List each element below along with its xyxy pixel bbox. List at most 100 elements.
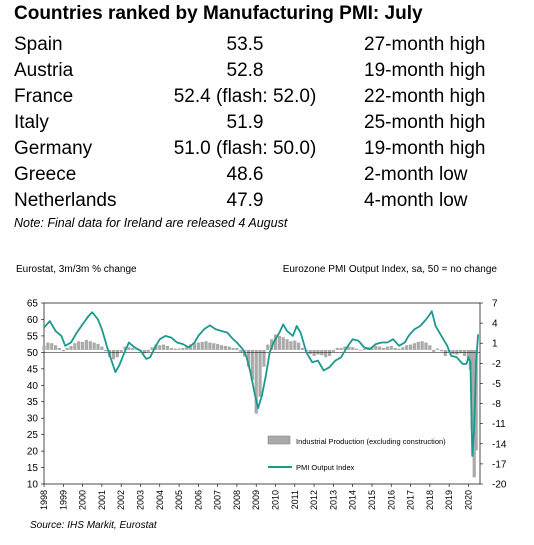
country-name: France: [14, 86, 74, 107]
data-bar: [177, 348, 181, 350]
country-name: Netherlands: [14, 190, 117, 211]
data-bar: [46, 342, 50, 350]
plot-frame: [43, 302, 481, 485]
data-bar: [289, 341, 293, 350]
data-bar: [343, 346, 347, 350]
x-tick-label: 2016: [386, 490, 396, 510]
country-name: Austria: [14, 60, 74, 81]
data-bar: [451, 349, 455, 354]
source-note: Source: IHS Markit, Eurostat: [30, 520, 157, 531]
y2-tick-label: -17: [492, 459, 507, 470]
right-axis-label: Eurozone PMI Output Index, sa, 50 = no c…: [283, 264, 498, 275]
y2-tick-label: 4: [492, 319, 498, 330]
y-tick-label: 55: [27, 331, 39, 342]
x-tick-label: 2007: [213, 490, 223, 510]
data-bar: [385, 346, 389, 350]
data-bar: [135, 349, 139, 350]
data-bar: [84, 339, 89, 350]
x-tick-label: 2012: [309, 490, 319, 510]
chart-legend: Industrial Production (excluding constru…: [267, 435, 446, 472]
pmi-line: [43, 310, 479, 457]
x-tick-label: 2009: [251, 490, 261, 510]
pmi-value: 52.8: [226, 60, 264, 81]
data-bar: [393, 347, 397, 350]
data-bar: [65, 347, 69, 350]
data-bar: [293, 340, 297, 350]
data-bar: [200, 341, 204, 350]
data-bar: [73, 343, 77, 350]
data-bar: [208, 342, 212, 350]
x-tick-label: 2005: [174, 490, 184, 510]
data-bar: [53, 345, 58, 350]
x-tick-label: 1998: [39, 490, 49, 510]
data-bar: [119, 349, 123, 352]
data-bar: [142, 349, 146, 354]
pmi-value: 53.5: [226, 34, 264, 55]
pmi-status: 2-month low: [364, 164, 468, 185]
data-bar: [212, 343, 216, 350]
data-bar: [308, 349, 312, 354]
data-bar: [123, 346, 127, 350]
data-bar: [389, 345, 393, 350]
data-bar: [92, 342, 96, 350]
table-row: Spain 53.5 27-month high: [0, 34, 534, 60]
x-tick-label: 2017: [406, 490, 416, 510]
data-bar: [77, 341, 81, 350]
data-bar: [412, 343, 417, 350]
data-bar: [100, 346, 104, 350]
data-bar: [235, 347, 239, 350]
data-bar: [435, 348, 440, 350]
x-tick-label: 2010: [271, 490, 281, 510]
data-bar: [189, 344, 193, 350]
data-bar: [339, 347, 343, 350]
data-bar: [104, 349, 108, 352]
x-tick-label: 2006: [193, 490, 203, 510]
y-tick-label: 40: [27, 381, 39, 392]
data-bar: [227, 346, 231, 350]
data-bar: [219, 345, 224, 350]
data-bar: [158, 345, 162, 350]
pmi-value: 48.6: [226, 164, 264, 185]
data-bar: [347, 346, 351, 350]
left-axis-label: Eurostat, 3m/3m % change: [16, 264, 137, 275]
data-bar: [362, 348, 366, 350]
data-bar: [127, 347, 131, 350]
data-bar: [351, 347, 355, 350]
pmi-value: 51.9: [226, 112, 264, 133]
table-row: Greece 48.6 2-month low: [0, 164, 534, 190]
data-bar: [111, 349, 116, 360]
x-tick-label: 2015: [367, 490, 377, 510]
pmi-status: 25-month high: [364, 112, 486, 133]
y2-tick-label: -11: [492, 419, 506, 430]
y-tick-label: 15: [27, 463, 39, 474]
data-bar: [277, 335, 281, 350]
x-tick-label: 2014: [348, 490, 358, 510]
data-bar: [474, 349, 478, 451]
data-bar: [150, 347, 154, 350]
table-row: Netherlands 47.9 4-month low: [0, 190, 534, 216]
data-bar: [331, 349, 335, 352]
table-row: Italy 51.9 25-month high: [0, 112, 534, 138]
y-tick-label: 50: [27, 348, 39, 359]
data-bar: [69, 345, 73, 350]
data-bar: [470, 349, 474, 431]
y-tick-label: 20: [27, 447, 39, 458]
page-title: Countries ranked by Manufacturing PMI: J…: [14, 3, 423, 24]
data-bar: [173, 348, 177, 350]
data-bar: [146, 349, 150, 352]
data-bar: [258, 349, 262, 397]
data-bar: [420, 341, 424, 350]
data-bar: [231, 347, 235, 350]
pmi-value: 47.9: [226, 190, 264, 211]
x-tick-label: 2002: [116, 490, 126, 510]
data-bar: [96, 343, 100, 350]
data-bar: [354, 348, 359, 350]
data-bar: [216, 343, 220, 350]
y2-tick-label: 1: [492, 339, 498, 350]
data-bar: [432, 349, 436, 352]
pmi-status: 4-month low: [364, 190, 468, 211]
data-bar: [42, 345, 46, 350]
data-bar: [223, 345, 227, 350]
data-bar: [266, 344, 270, 350]
y-tick-label: 30: [27, 414, 39, 425]
